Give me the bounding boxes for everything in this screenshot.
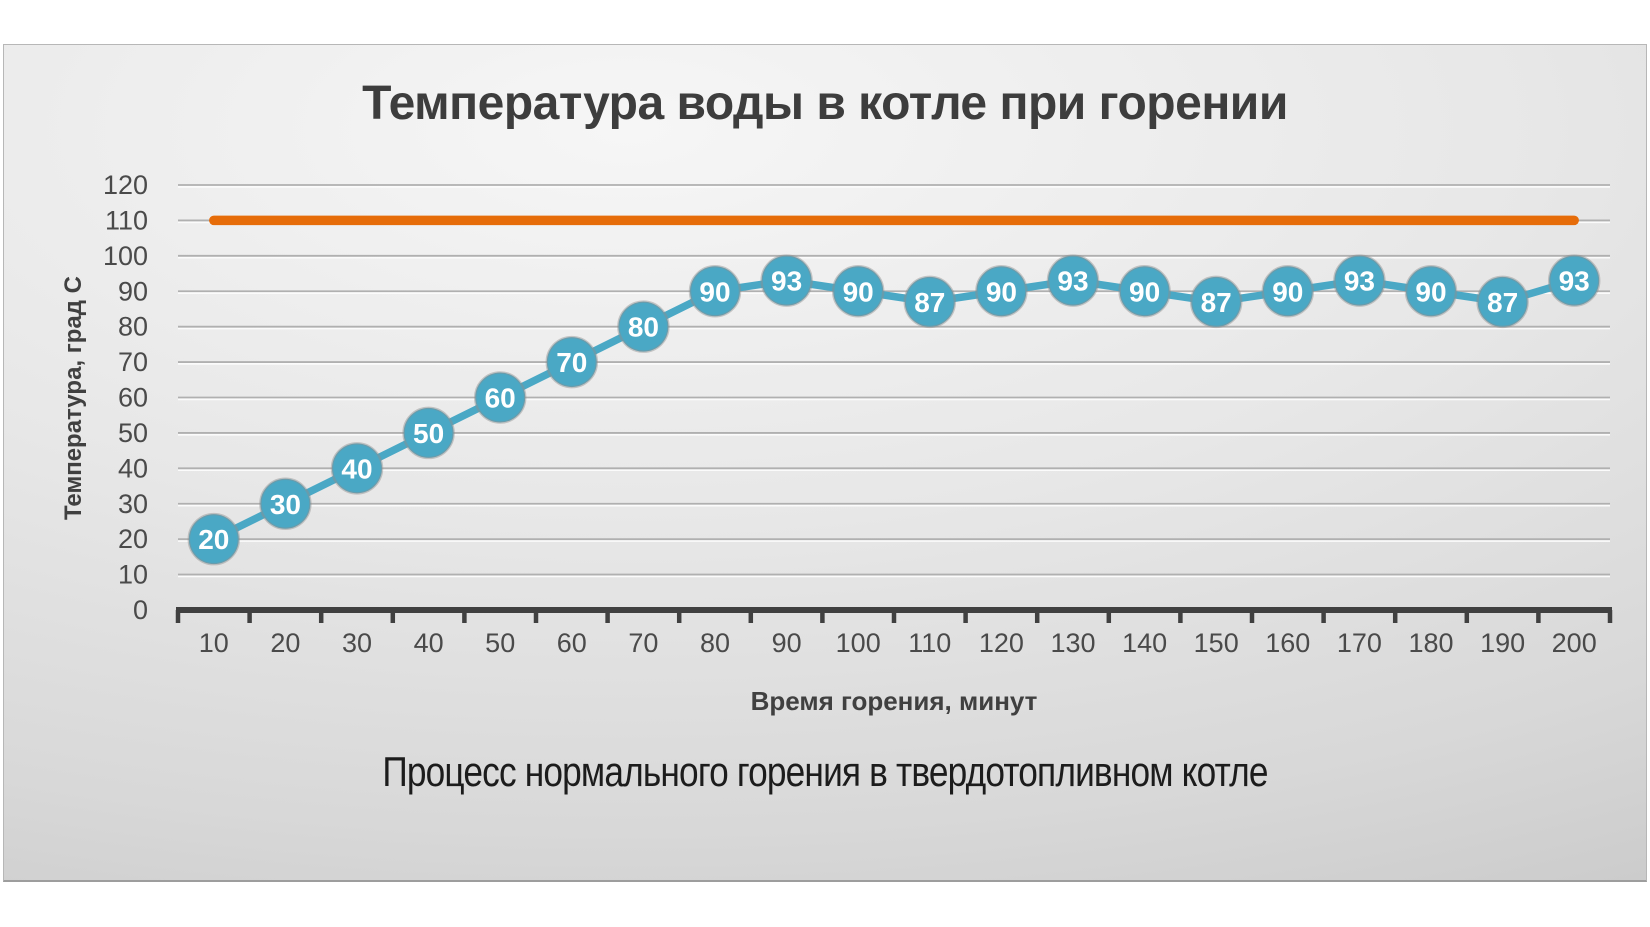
data-point-label: 93 [1559, 266, 1590, 297]
y-tick-label: 100 [103, 241, 148, 271]
x-tick-label: 170 [1337, 628, 1382, 658]
data-point-label: 90 [1272, 276, 1303, 307]
slide-background [3, 44, 1647, 882]
data-point-label: 93 [771, 266, 802, 297]
y-tick-label: 10 [118, 560, 148, 590]
y-tick-label: 60 [118, 383, 148, 413]
x-tick-label: 130 [1050, 628, 1095, 658]
data-point-label: 70 [556, 347, 587, 378]
y-tick-label: 50 [118, 418, 148, 448]
data-point-label: 93 [1344, 266, 1375, 297]
x-tick-label: 70 [628, 628, 658, 658]
x-tick-label: 40 [414, 628, 444, 658]
x-tick-label: 20 [270, 628, 300, 658]
x-tick-label: 10 [199, 628, 229, 658]
data-point-label: 90 [1129, 276, 1160, 307]
x-tick-label: 200 [1552, 628, 1597, 658]
x-tick-label: 190 [1480, 628, 1525, 658]
data-point-marker [975, 265, 1028, 318]
data-point-label: 20 [198, 524, 229, 555]
data-point-label: 87 [1201, 287, 1232, 318]
data-point-marker [831, 265, 885, 318]
x-tick-label: 90 [772, 628, 802, 658]
x-tick-label: 140 [1122, 628, 1167, 658]
data-point-label: 90 [699, 276, 730, 307]
data-point-label: 93 [1057, 266, 1088, 297]
data-point-label: 87 [1487, 287, 1518, 318]
chart-caption-text: Процесс нормального горения в твердотопл… [382, 748, 1268, 795]
data-point-label: 90 [986, 276, 1017, 307]
y-tick-label: 120 [103, 170, 148, 200]
data-point-marker [187, 512, 241, 566]
x-tick-label: 50 [485, 628, 515, 658]
data-point-marker [617, 300, 670, 353]
data-point-label: 30 [270, 489, 301, 520]
chart-caption: Процесс нормального горения в твердотопл… [0, 748, 1650, 796]
y-tick-label: 90 [118, 276, 148, 306]
y-tick-label: 40 [118, 453, 148, 483]
data-point-label: 80 [628, 312, 659, 343]
data-point-marker [1118, 265, 1171, 318]
data-point-label: 90 [843, 276, 874, 307]
data-point-marker [402, 406, 455, 460]
data-point-marker [760, 254, 813, 307]
x-tick-label: 160 [1265, 628, 1310, 658]
y-tick-label: 70 [118, 347, 148, 377]
data-point-label: 60 [485, 383, 516, 414]
data-point-marker [473, 371, 527, 424]
data-point-marker [1189, 275, 1243, 329]
chart-title: Температура воды в котле при горении [362, 77, 1288, 130]
x-tick-label: 150 [1194, 628, 1239, 658]
data-point-marker [1476, 275, 1529, 329]
y-tick-label: 0 [133, 595, 148, 625]
data-point-label: 87 [914, 287, 945, 318]
data-point-marker [1261, 265, 1315, 318]
data-point-marker [1404, 265, 1458, 318]
x-axis-title: Время горения, минут [750, 686, 1038, 716]
x-tick-label: 120 [979, 628, 1024, 658]
data-point-marker [1547, 254, 1601, 307]
data-point-marker [330, 442, 384, 495]
data-point-marker [1046, 254, 1100, 307]
data-point-label: 50 [413, 418, 444, 449]
x-tick-label: 180 [1408, 628, 1453, 658]
x-tick-label: 100 [836, 628, 881, 658]
data-point-label: 90 [1415, 276, 1446, 307]
data-point-marker [545, 335, 599, 389]
x-tick-label: 80 [700, 628, 730, 658]
data-point-label: 40 [341, 453, 372, 484]
y-tick-label: 30 [118, 489, 148, 519]
data-point-marker [259, 477, 312, 530]
data-point-marker [688, 265, 742, 318]
data-point-marker [1333, 254, 1386, 307]
y-tick-label: 80 [118, 312, 148, 342]
x-tick-label: 30 [342, 628, 372, 658]
y-tick-label: 20 [118, 524, 148, 554]
y-tick-label: 110 [105, 205, 148, 235]
x-tick-label: 110 [908, 628, 951, 658]
x-tick-label: 60 [557, 628, 587, 658]
data-point-marker [903, 275, 957, 329]
